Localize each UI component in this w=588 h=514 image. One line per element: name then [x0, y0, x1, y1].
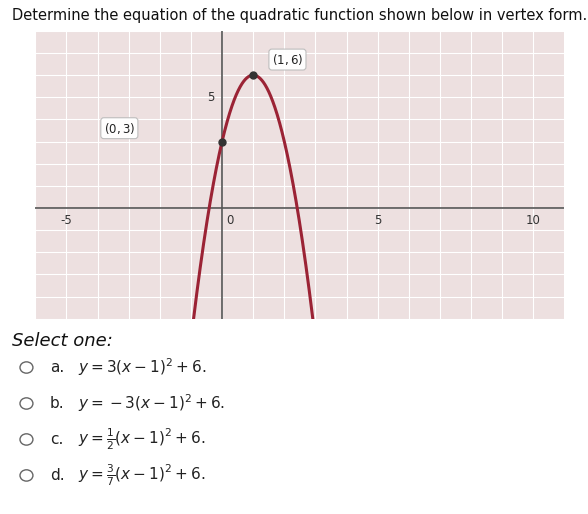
- Text: Determine the equation of the quadratic function shown below in vertex form.: Determine the equation of the quadratic …: [12, 8, 587, 23]
- Text: $\,y = -3(x - 1)^2 + 6.$: $\,y = -3(x - 1)^2 + 6.$: [76, 393, 226, 414]
- Text: Select one:: Select one:: [12, 332, 113, 350]
- Text: $\,y = 3(x - 1)^2 + 6.$: $\,y = 3(x - 1)^2 + 6.$: [76, 357, 207, 378]
- Text: $(0, 3)$: $(0, 3)$: [103, 121, 135, 136]
- Text: -5: -5: [61, 213, 72, 227]
- Text: d.: d.: [50, 468, 65, 483]
- Text: $\,y = \frac{3}{7}(x - 1)^2 + 6.$: $\,y = \frac{3}{7}(x - 1)^2 + 6.$: [76, 463, 206, 488]
- Text: 5: 5: [207, 91, 214, 104]
- Text: $\,y = \frac{1}{2}(x - 1)^2 + 6.$: $\,y = \frac{1}{2}(x - 1)^2 + 6.$: [76, 427, 206, 452]
- Text: 0: 0: [227, 213, 234, 227]
- Text: $(1, 6)$: $(1, 6)$: [272, 52, 303, 67]
- Text: 10: 10: [526, 213, 541, 227]
- Text: b.: b.: [50, 396, 65, 411]
- Text: 5: 5: [374, 213, 382, 227]
- Text: a.: a.: [50, 360, 64, 375]
- Text: c.: c.: [50, 432, 64, 447]
